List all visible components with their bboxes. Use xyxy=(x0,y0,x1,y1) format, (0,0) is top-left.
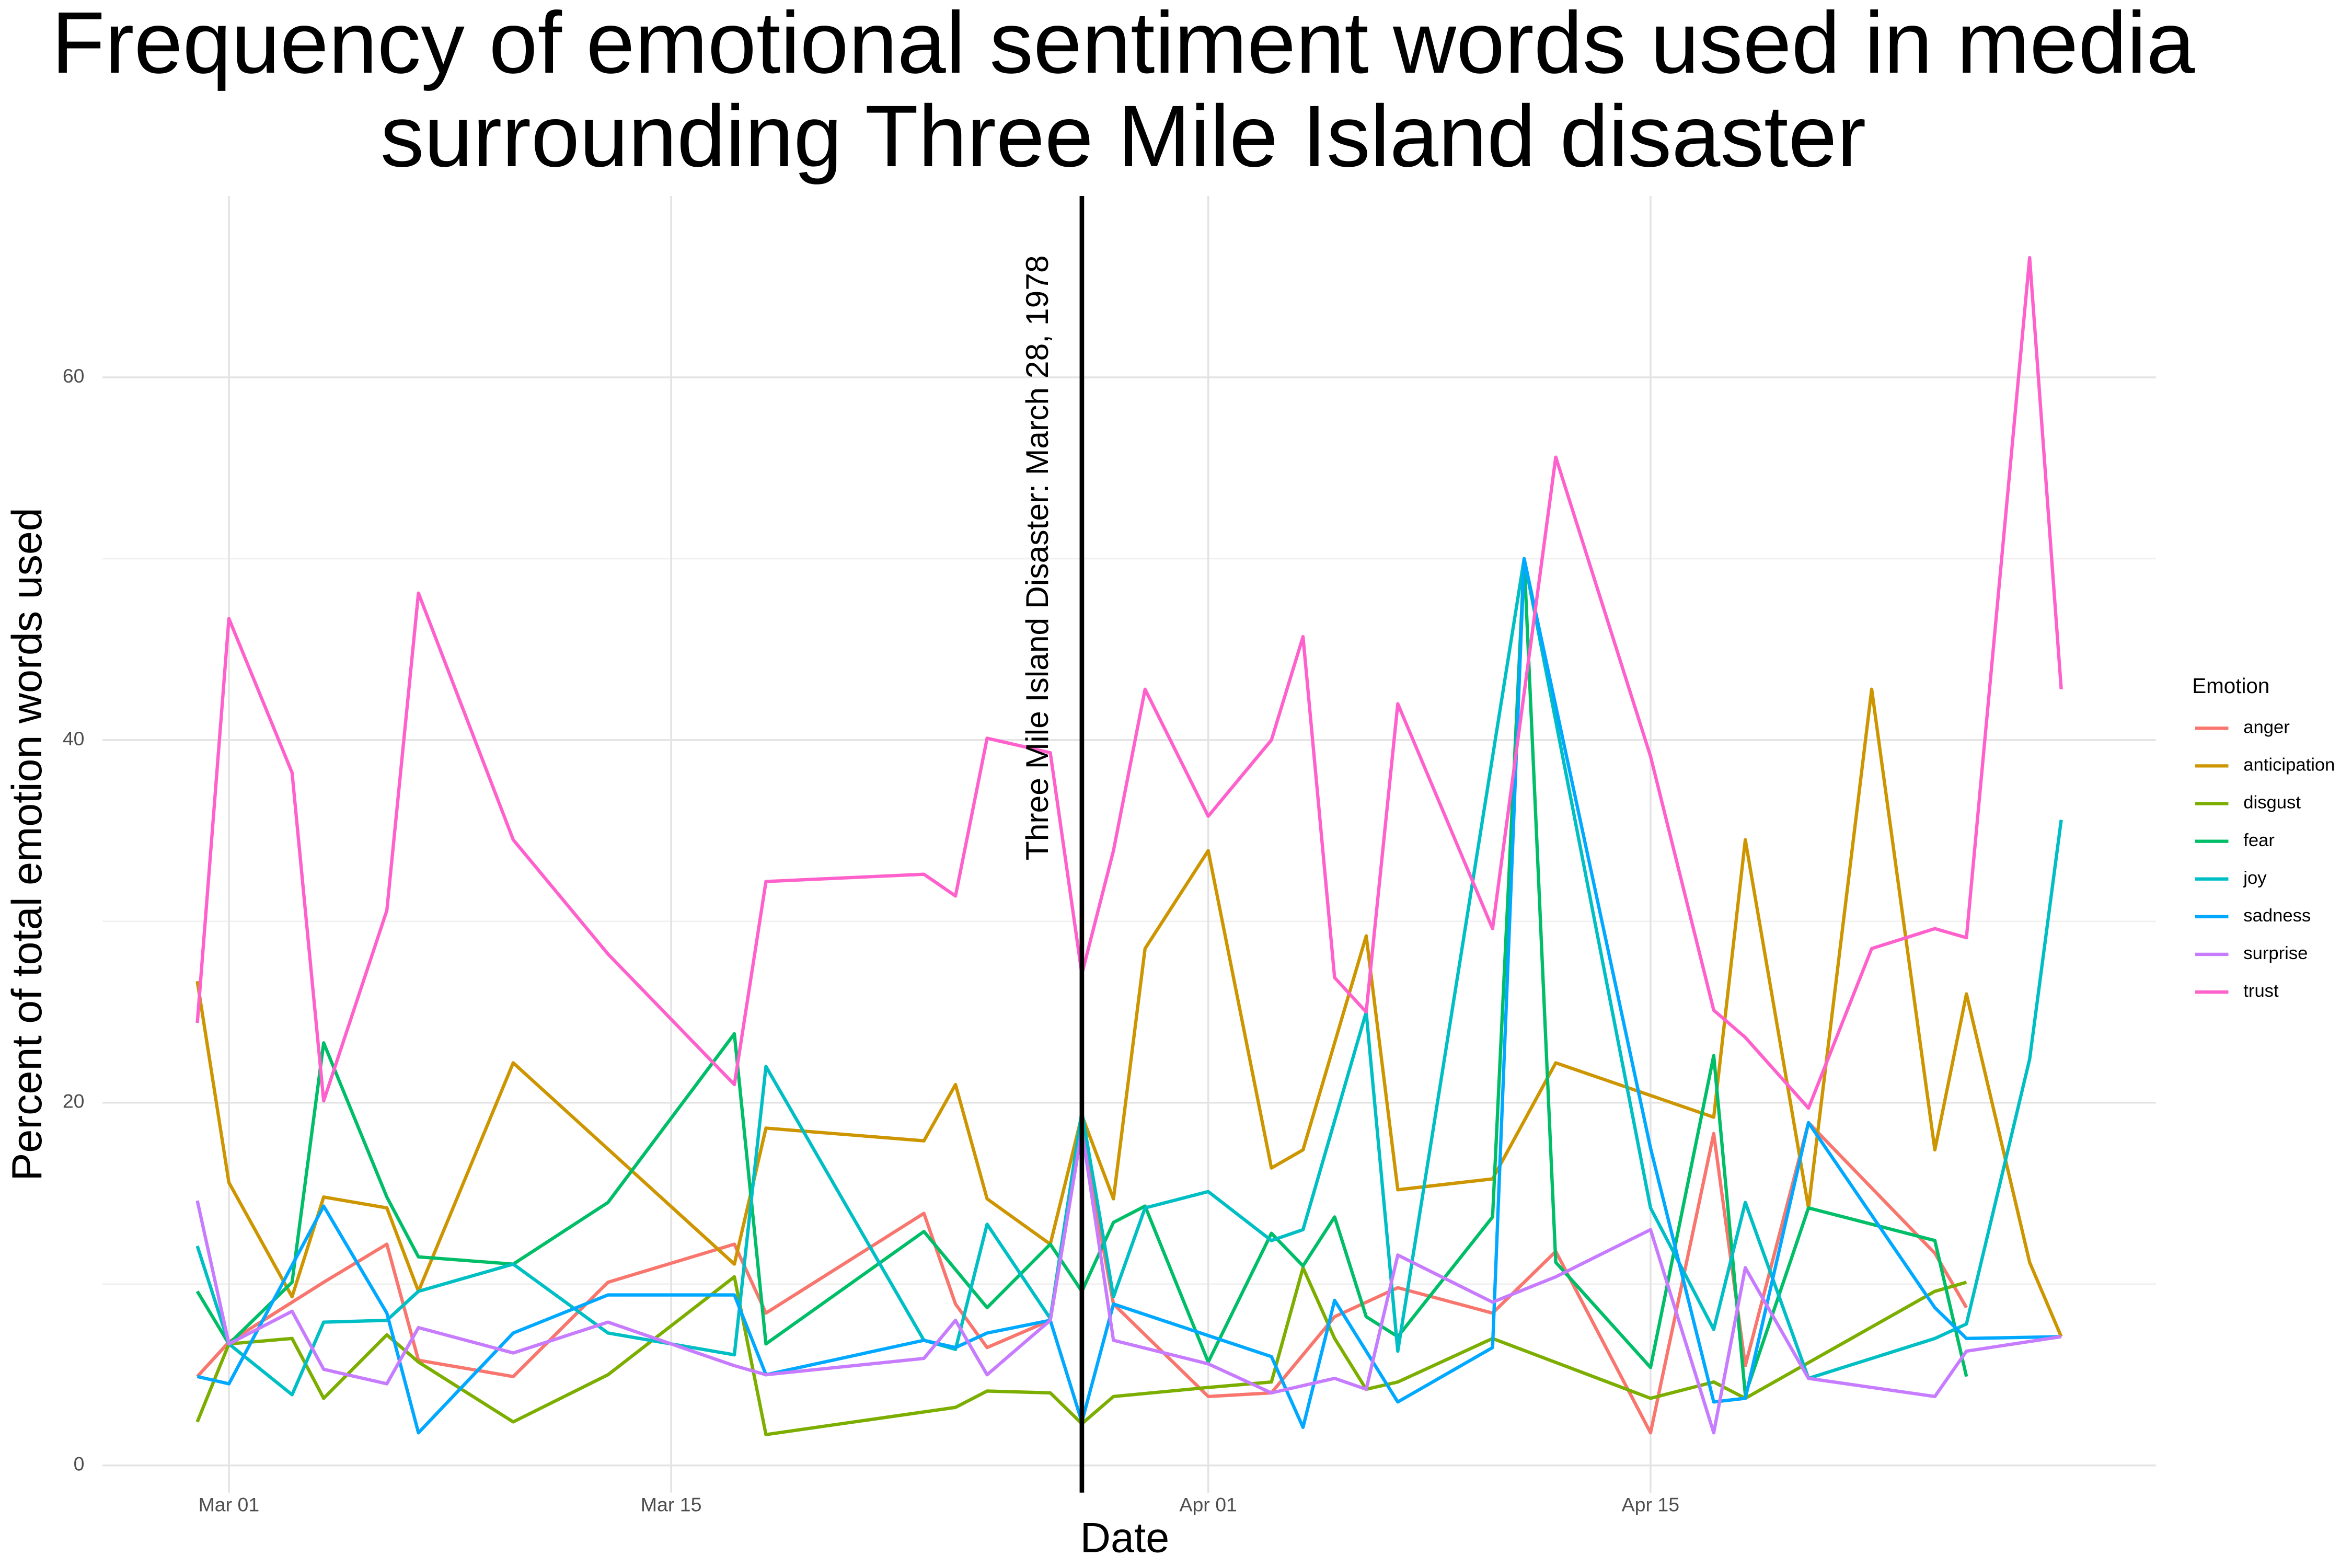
chart-title: Frequency of emotional sentiment words u… xyxy=(52,0,2196,185)
legend-label: trust xyxy=(2243,981,2279,1001)
y-tick-label: 0 xyxy=(74,1453,85,1475)
y-tick-label: 40 xyxy=(63,728,85,750)
legend-label: joy xyxy=(2243,868,2267,888)
legend-label: anticipation xyxy=(2243,755,2335,775)
series-line xyxy=(195,557,2063,1397)
y-axis-title: Percent of total emotion words used xyxy=(4,508,51,1181)
x-tick-label: Mar 01 xyxy=(199,1494,260,1516)
series-line xyxy=(195,557,1968,1397)
plot-root: Frequency of emotional sentiment words u… xyxy=(4,0,2335,1561)
x-tick-label: Apr 15 xyxy=(1622,1494,1679,1516)
legend-label: sadness xyxy=(2243,906,2311,926)
y-tick-label: 60 xyxy=(63,365,85,387)
legend-title: Emotion xyxy=(2192,674,2269,698)
y-tick-label: 20 xyxy=(63,1090,85,1112)
x-tick-label: Apr 01 xyxy=(1179,1494,1237,1516)
series-line xyxy=(195,1128,2062,1435)
legend-label: fear xyxy=(2243,831,2275,850)
title-line: surrounding Three Mile Island disaster xyxy=(381,88,1866,185)
x-axis-title: Date xyxy=(1080,1514,1170,1561)
x-tick-label: Mar 15 xyxy=(641,1494,702,1516)
series-line xyxy=(195,256,2063,1110)
legend-label: anger xyxy=(2243,717,2290,737)
annotation-text: Three Mile Island Disaster: March 28, 19… xyxy=(1019,255,1055,860)
legend-label: disgust xyxy=(2243,793,2301,813)
series-line xyxy=(197,557,2061,1435)
legend-label: surprise xyxy=(2243,943,2308,963)
title-line: Frequency of emotional sentiment words u… xyxy=(52,0,2196,91)
